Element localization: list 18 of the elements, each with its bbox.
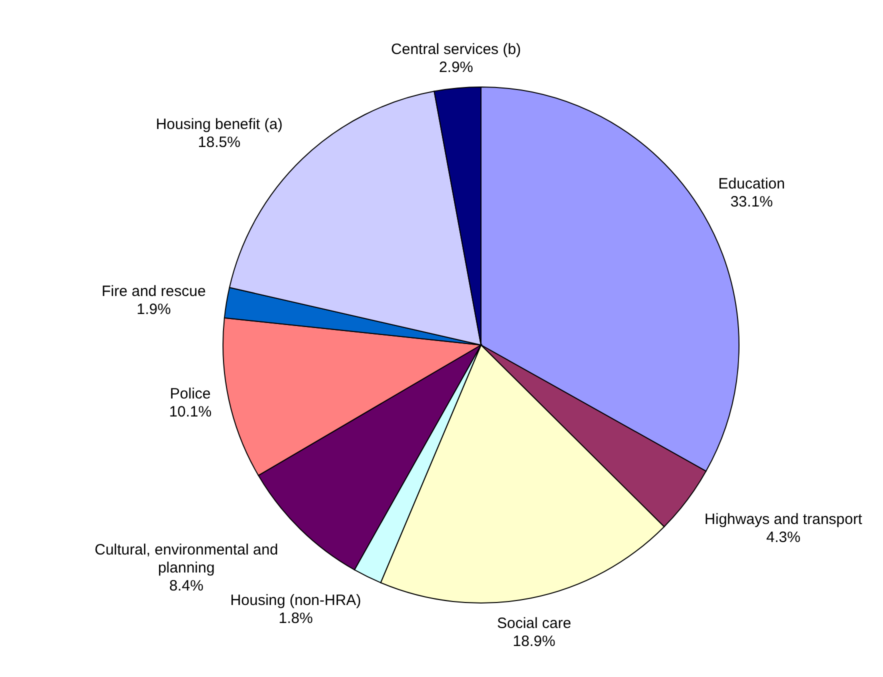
data-label: 10.1% [169, 404, 212, 421]
slice-label: Education [718, 176, 785, 193]
slice-label: Police [170, 386, 211, 403]
slice-label: Social care [496, 614, 572, 632]
data-label: 1.8% [278, 610, 313, 628]
slice-label: Housing (non-HRA) [230, 592, 362, 610]
slice-label: Cultural, environmental and planning [94, 541, 278, 576]
slice-label: Housing benefit (a) [156, 116, 283, 134]
slice-label: Central services (b) [391, 41, 522, 58]
data-label: 8.4% [169, 577, 204, 594]
data-label: 2.9% [438, 59, 474, 76]
slice-label: Fire and rescue [102, 282, 206, 300]
data-label: 18.5% [198, 134, 240, 152]
data-label: 18.9% [512, 632, 556, 650]
slice-label: Highways and transport [704, 511, 863, 528]
data-label: 33.1% [730, 194, 773, 211]
data-label: 1.9% [136, 300, 171, 318]
data-label: 4.3% [766, 529, 800, 546]
